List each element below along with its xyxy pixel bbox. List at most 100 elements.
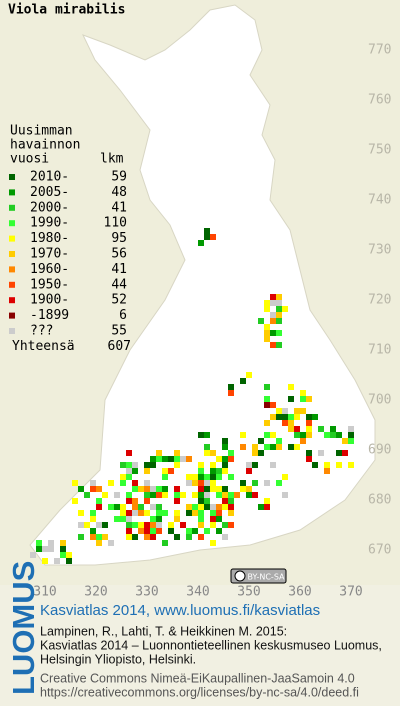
occurrence-square	[294, 432, 300, 438]
occurrence-square	[222, 522, 228, 528]
occurrence-square	[198, 468, 204, 474]
occurrence-square	[252, 444, 258, 450]
occurrence-square	[174, 510, 180, 516]
occurrence-square	[198, 522, 204, 528]
occurrence-square	[228, 522, 234, 528]
occurrence-square	[60, 546, 66, 552]
occurrence-square	[144, 534, 150, 540]
occurrence-square	[204, 528, 210, 534]
occurrence-square	[198, 492, 204, 498]
occurrence-square	[156, 516, 162, 522]
occurrence-square	[270, 402, 276, 408]
occurrence-square	[162, 486, 168, 492]
y-coordinate: 760	[368, 93, 391, 108]
occurrence-square	[210, 486, 216, 492]
occurrence-square	[156, 456, 162, 462]
occurrence-square	[144, 486, 150, 492]
occurrence-square	[198, 474, 204, 480]
occurrence-square	[240, 480, 246, 486]
occurrence-square	[216, 510, 222, 516]
occurrence-square	[270, 312, 276, 318]
occurrence-square	[240, 444, 246, 450]
occurrence-square	[342, 450, 348, 456]
legend-count-header: lkm	[100, 152, 124, 167]
occurrence-square	[282, 414, 288, 420]
occurrence-square	[144, 492, 150, 498]
occurrence-square	[132, 504, 138, 510]
occurrence-square	[276, 480, 282, 486]
occurrence-square	[96, 540, 102, 546]
occurrence-square	[198, 462, 204, 468]
legend-heading: havainnon	[10, 138, 80, 153]
occurrence-square	[78, 486, 84, 492]
occurrence-square	[120, 480, 126, 486]
occurrence-square	[174, 516, 180, 522]
occurrence-square	[216, 456, 222, 462]
legend-swatch	[9, 204, 15, 211]
occurrence-square	[306, 426, 312, 432]
occurrence-square	[222, 462, 228, 468]
occurrence-square	[90, 534, 96, 540]
citation-line: Lampinen, R., Lahti, T. & Heikkinen M. 2…	[40, 624, 287, 638]
occurrence-square	[288, 396, 294, 402]
occurrence-square	[198, 510, 204, 516]
license-badge: BY-NC-SA	[230, 568, 287, 584]
occurrence-square	[270, 462, 276, 468]
occurrence-square	[90, 510, 96, 516]
occurrence-square	[84, 492, 90, 498]
occurrence-square	[156, 510, 162, 516]
occurrence-square	[276, 444, 282, 450]
occurrence-square	[282, 420, 288, 426]
occurrence-square	[96, 498, 102, 504]
y-coordinate: 730	[368, 243, 391, 258]
citation-line: Helsingin Yliopisto, Helsinki.	[40, 652, 196, 666]
occurrence-square	[42, 546, 48, 552]
occurrence-square	[288, 420, 294, 426]
occurrence-square	[66, 558, 72, 564]
occurrence-square	[192, 474, 198, 480]
occurrence-square	[150, 456, 156, 462]
legend-label: 1960-	[30, 262, 69, 277]
legend-count: 55	[111, 324, 127, 339]
occurrence-square	[144, 468, 150, 474]
occurrence-square	[36, 546, 42, 552]
legend-label: 1900-	[30, 293, 69, 308]
occurrence-square	[72, 480, 78, 486]
occurrence-square	[294, 444, 300, 450]
occurrence-square	[162, 468, 168, 474]
legend-count: 41	[111, 200, 127, 215]
occurrence-square	[276, 306, 282, 312]
occurrence-square	[138, 486, 144, 492]
occurrence-square	[276, 342, 282, 348]
occurrence-square	[102, 534, 108, 540]
occurrence-square	[282, 474, 288, 480]
occurrence-square	[342, 438, 348, 444]
occurrence-square	[126, 528, 132, 534]
legend-swatch	[9, 251, 15, 257]
occurrence-square	[96, 504, 102, 510]
legend-label: 2000-	[30, 200, 69, 215]
occurrence-square	[138, 522, 144, 528]
legend-count: 41	[111, 262, 127, 277]
occurrence-square	[222, 444, 228, 450]
occurrence-square	[222, 456, 228, 462]
occurrence-square	[288, 384, 294, 390]
occurrence-square	[336, 450, 342, 456]
occurrence-square	[348, 438, 354, 444]
occurrence-square	[288, 426, 294, 432]
occurrence-square	[78, 534, 84, 540]
occurrence-square	[132, 498, 138, 504]
occurrence-square	[330, 432, 336, 438]
occurrence-square	[264, 306, 270, 312]
occurrence-square	[132, 468, 138, 474]
occurrence-square	[96, 534, 102, 540]
legend-count: 44	[111, 277, 127, 292]
occurrence-square	[144, 522, 150, 528]
occurrence-square	[126, 462, 132, 468]
occurrence-square	[222, 498, 228, 504]
occurrence-square	[228, 492, 234, 498]
legend-total: 607	[108, 339, 131, 354]
occurrence-square	[30, 552, 36, 558]
brand-logo: LUOMUS	[6, 561, 41, 695]
